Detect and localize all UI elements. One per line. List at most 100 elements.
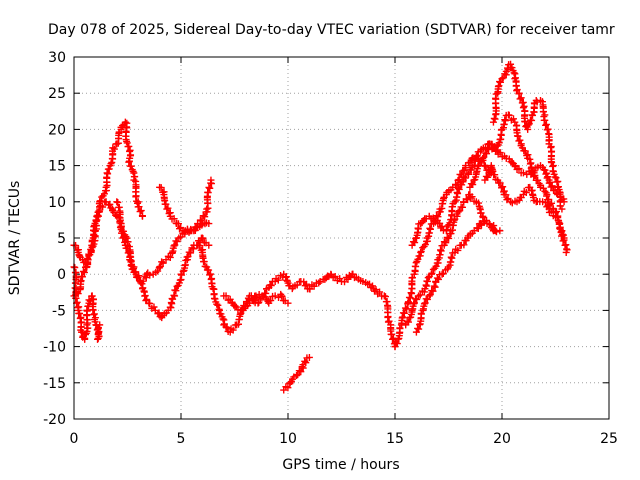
data-point [484,173,492,181]
data-point [509,115,517,123]
data-point [454,208,462,216]
data-point [158,258,166,266]
data-point [454,190,462,198]
data-point [205,266,213,274]
data-point [349,270,357,278]
data-point [474,225,482,233]
data-point [125,157,133,165]
data-point [480,218,488,226]
data-point [524,121,532,129]
series-track-j [402,191,500,329]
data-point [513,86,521,94]
series-track-m [466,111,568,242]
x-tick-label: 5 [177,431,186,447]
data-point [176,225,184,233]
data-point [438,270,446,278]
data-point [440,238,448,246]
data-point [255,298,263,306]
data-point [222,292,230,300]
data-point [78,273,86,281]
data-point [96,321,104,329]
data-point [123,139,131,147]
data-point [546,178,554,186]
data-point [185,248,193,256]
data-point [174,220,182,228]
data-point [460,241,468,249]
data-point [413,295,421,303]
data-point [516,136,524,144]
data-point [547,207,555,215]
data-point [231,302,239,310]
data-point [179,267,187,275]
data-point [492,146,500,154]
data-point [517,94,525,102]
data-point [429,287,437,295]
data-point [411,239,419,247]
data-point [206,184,214,192]
y-tick-label: 25 [48,86,66,102]
data-point [205,241,213,249]
data-point [434,275,442,283]
data-point [486,220,494,228]
y-tick-label: -10 [43,340,66,356]
y-tick-label: 0 [57,267,66,283]
x-tick-label: 15 [386,431,404,447]
data-point [477,158,485,166]
data-point [510,69,518,77]
data-point [114,198,122,206]
data-point [415,325,423,333]
data-point [437,247,445,255]
data-point [467,180,475,188]
data-point [222,323,230,331]
data-point [223,324,231,332]
data-point [488,145,496,153]
data-point [177,233,185,241]
data-point [106,200,114,208]
y-tick-label: -20 [43,412,66,428]
data-point [184,253,192,261]
series-track-n [489,60,566,213]
data-point [107,160,115,168]
data-point [118,229,126,237]
data-point [204,189,212,197]
data-point [80,268,88,276]
data-point [120,233,128,241]
data-point [196,216,204,224]
data-point [170,215,178,223]
data-point [503,196,511,204]
data-point [381,293,389,301]
data-point [331,273,339,280]
data-point [483,150,491,158]
data-point [519,169,527,177]
data-point [439,269,447,277]
y-tick-label: 10 [48,195,66,211]
data-point [267,281,275,289]
data-point [393,340,401,348]
x-tick-label: 25 [600,431,618,447]
series-track-h [280,353,313,394]
data-point [480,153,488,161]
data-point [295,367,303,375]
data-point [498,75,506,83]
x-tick-label: 20 [493,431,511,447]
data-point [213,300,221,308]
data-point [79,267,87,275]
data-point [428,269,436,277]
data-point [541,116,549,124]
data-point [558,205,566,213]
data-point [293,372,301,380]
data-point [424,274,432,282]
data-point [455,185,463,193]
data-point [514,132,522,140]
data-point [472,152,480,160]
data-point [502,191,510,199]
data-point [244,299,252,307]
chart-title: Day 078 of 2025, Sidereal Day-to-day VTE… [48,22,615,38]
data-point [137,207,145,215]
series-track-i [391,154,495,351]
data-point [170,291,178,299]
data-point [469,180,477,188]
data-point [505,111,513,119]
data-point [406,294,414,302]
data-point [372,286,380,294]
